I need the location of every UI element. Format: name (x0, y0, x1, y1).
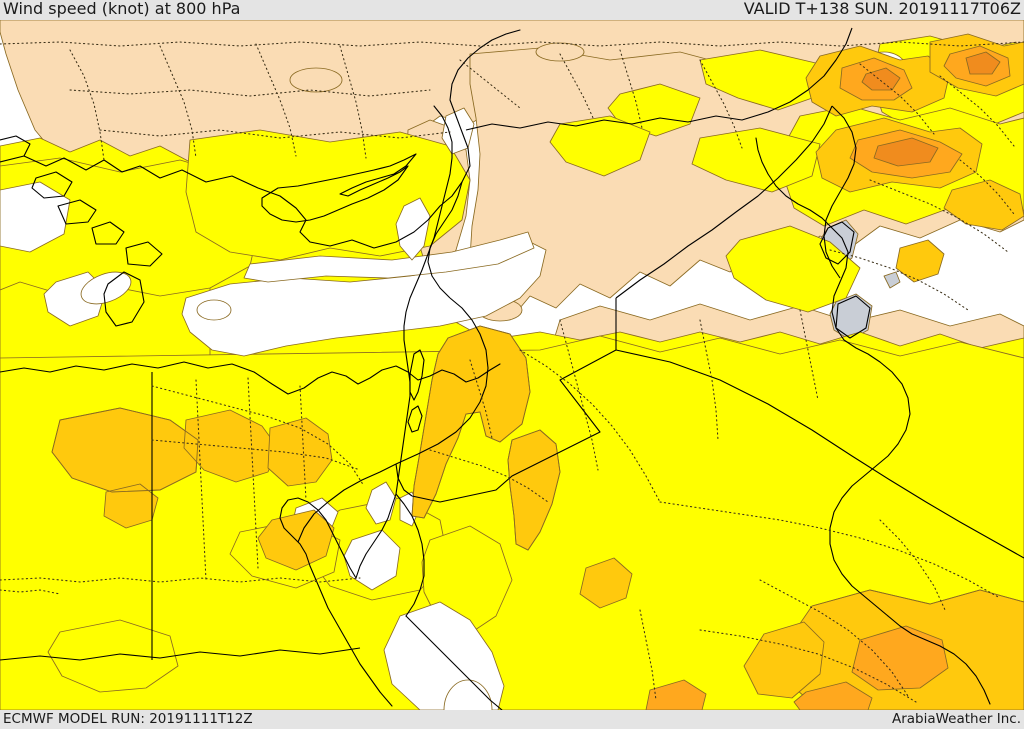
page-title: Wind speed (knot) at 800 hPa (3, 0, 241, 18)
map-canvas (0, 20, 1024, 710)
valid-time-label: VALID T+138 SUN. 20191117T06Z (743, 0, 1021, 18)
model-run-label: ECMWF MODEL RUN: 20191111T12Z (3, 711, 253, 727)
provider-credit-label: ArabiaWeather Inc. (891, 711, 1021, 727)
coastlines (0, 29, 991, 710)
header-bar: Wind speed (knot) at 800 hPa VALID T+138… (0, 0, 1024, 20)
footer-bar: ECMWF MODEL RUN: 20191111T12Z ArabiaWeat… (0, 710, 1024, 729)
isoline-overlay (51, 325, 1024, 607)
band-very-high-dark-orange (861, 51, 1001, 167)
wind-speed-contour-map (0, 20, 1024, 710)
admin-borders-dotted (0, 41, 1024, 703)
band-moderate-high-gold (51, 33, 1024, 710)
national-borders-solid (0, 27, 1024, 661)
